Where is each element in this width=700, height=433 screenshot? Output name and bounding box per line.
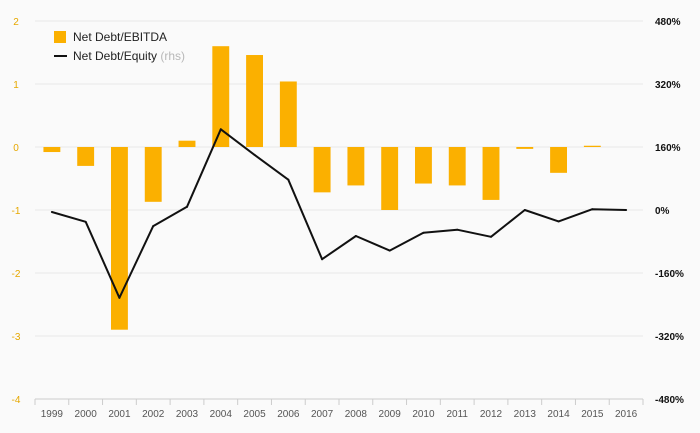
x-tick-label-2011: 2011 xyxy=(446,409,468,420)
right-tick-label: -480% xyxy=(655,395,684,406)
line-point-2001 xyxy=(118,296,121,299)
legend-label: Net Debt/Equity (rhs) xyxy=(73,49,185,63)
bar-1999 xyxy=(43,147,61,153)
bar-2003 xyxy=(178,140,196,147)
gridlines xyxy=(35,20,643,337)
left-tick-label: -4 xyxy=(12,395,21,406)
legend-label-suffix: (rhs) xyxy=(157,49,185,63)
x-tick-label-2001: 2001 xyxy=(108,409,131,420)
legend-label-text: Net Debt/Equity xyxy=(73,49,157,63)
legend-label: Net Debt/EBITDA xyxy=(73,30,167,44)
bar-2013 xyxy=(516,147,534,149)
bar-2004 xyxy=(212,46,230,148)
line-point-2010 xyxy=(422,231,425,234)
bar-2007 xyxy=(313,147,331,193)
x-tick-label-2000: 2000 xyxy=(75,409,98,420)
right-tick-label: 160% xyxy=(655,143,681,154)
line-series-net-debt-equity xyxy=(50,128,628,299)
bar-2015 xyxy=(583,145,601,147)
x-tick-label-2005: 2005 xyxy=(243,409,266,420)
bar-2001 xyxy=(111,147,128,330)
line-point-1999 xyxy=(50,210,53,213)
x-tick-label-2016: 2016 xyxy=(615,409,638,420)
left-tick-label: -1 xyxy=(12,206,21,217)
x-tick-label-1999: 1999 xyxy=(41,409,64,420)
left-tick-label: 2 xyxy=(13,17,19,28)
line-point-2014 xyxy=(557,220,560,223)
right-tick-label: -160% xyxy=(655,269,684,280)
x-tick-label-2013: 2013 xyxy=(514,409,537,420)
line-point-2009 xyxy=(388,249,391,252)
line-point-2002 xyxy=(152,225,155,228)
line-point-2004 xyxy=(219,128,222,131)
bar-2006 xyxy=(279,81,297,147)
legend-swatch-bar xyxy=(54,31,66,43)
bar-2008 xyxy=(347,147,365,186)
bar-2009 xyxy=(381,147,399,210)
bar-2011 xyxy=(448,147,466,186)
line-point-2006 xyxy=(287,178,290,181)
x-tick-label-2014: 2014 xyxy=(547,409,570,420)
line-point-2015 xyxy=(591,208,594,211)
right-tick-label: -320% xyxy=(655,332,684,343)
axes: 2 1 0 -1 -2 -3 -4 480% 320% 160% 0% -160% -320% -480%… xyxy=(12,17,684,420)
left-tick-label: 0 xyxy=(13,143,19,154)
bar-2010 xyxy=(415,147,432,184)
line-point-2016 xyxy=(625,209,628,211)
line-point-2005 xyxy=(253,153,256,156)
line-point-2012 xyxy=(490,235,492,238)
x-tick-label-2009: 2009 xyxy=(379,409,402,420)
bar-2002 xyxy=(144,147,162,202)
line-path xyxy=(51,128,627,299)
x-tick-label-2003: 2003 xyxy=(176,409,199,420)
right-tick-label: 0% xyxy=(655,206,670,217)
x-tick-label-2004: 2004 xyxy=(210,409,233,420)
bar-series-net-debt-ebitda xyxy=(43,46,601,330)
legend: Net Debt/EBITDA Net Debt/Equity (rhs) xyxy=(54,30,185,63)
legend-label-text: Net Debt/EBITDA xyxy=(73,30,167,44)
left-tick-label: 1 xyxy=(13,80,19,91)
right-tick-label: 480% xyxy=(655,17,681,28)
line-point-2008 xyxy=(354,234,357,237)
right-tick-label: 320% xyxy=(655,80,681,91)
line-point-2003 xyxy=(186,205,188,208)
x-tick-label-2012: 2012 xyxy=(480,409,503,420)
line-point-2007 xyxy=(321,258,324,261)
bar-2005 xyxy=(246,55,263,147)
line-point-2000 xyxy=(84,220,87,223)
x-tick-label-2007: 2007 xyxy=(311,409,334,420)
bar-2012 xyxy=(482,147,500,200)
x-tick-label-2008: 2008 xyxy=(345,409,368,420)
x-tick-label-2015: 2015 xyxy=(581,409,604,420)
line-point-2011 xyxy=(456,228,459,231)
x-tick-label-2002: 2002 xyxy=(142,409,165,420)
left-tick-label: -3 xyxy=(12,332,21,343)
x-tick-label-2010: 2010 xyxy=(412,409,435,420)
bar-2000 xyxy=(77,147,95,166)
left-tick-label: -2 xyxy=(12,269,21,280)
x-tick-label-2006: 2006 xyxy=(277,409,300,420)
line-point-2013 xyxy=(523,209,526,211)
bar-2014 xyxy=(550,147,567,173)
